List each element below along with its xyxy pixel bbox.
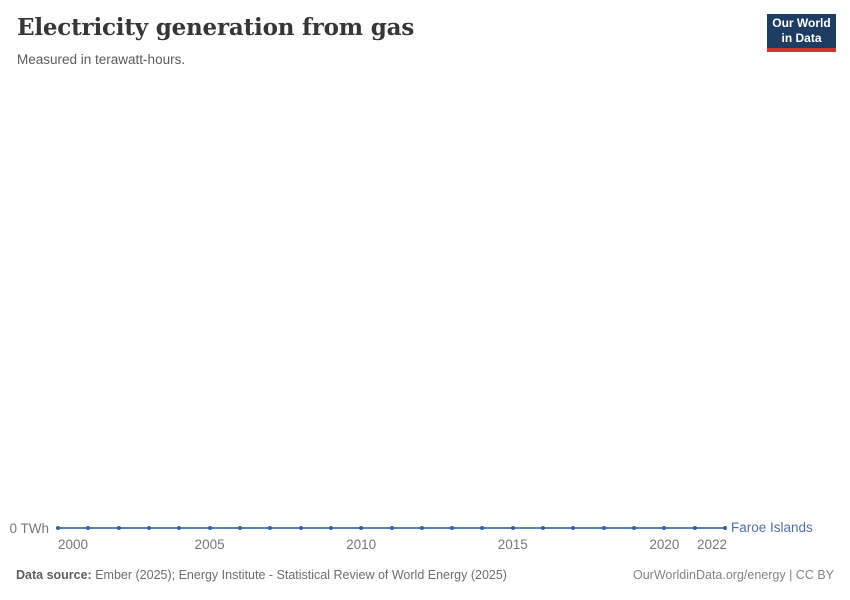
data-point-2007 [268, 526, 273, 530]
data-point-2008 [298, 526, 303, 530]
data-point-2013 [450, 526, 455, 530]
owid-logo[interactable]: Our World in Data [767, 14, 836, 52]
x-axis: 2000 2005 2010 2015 2020 2022 [0, 537, 850, 553]
entity-label-faroe-islands[interactable]: Faroe Islands [731, 520, 813, 535]
chart-footer: Data source: Ember (2025); Energy Instit… [16, 568, 834, 582]
owid-logo-line2: in Data [781, 31, 822, 45]
data-source-note: Data source: Ember (2025); Energy Instit… [16, 568, 507, 582]
data-point-2021 [692, 526, 697, 530]
x-tick-label-2010: 2010 [346, 537, 377, 552]
data-point-2012 [419, 526, 424, 530]
data-source-label: Data source: [16, 568, 92, 582]
data-point-2017 [571, 526, 576, 530]
data-point-2015 [510, 526, 515, 530]
data-point-2000 [56, 526, 60, 530]
x-tick-label-2000: 2000 [58, 537, 89, 552]
data-point-2019 [632, 526, 637, 530]
y-axis-tick-label: 0 TWh [9, 521, 49, 536]
x-tick-label-2015: 2015 [497, 537, 528, 552]
data-point-2003 [146, 526, 151, 530]
chart-subtitle: Measured in terawatt-hours. [17, 52, 186, 67]
data-point-2011 [389, 526, 394, 530]
chart-title: Electricity generation from gas [17, 14, 415, 41]
data-source-text: Ember (2025); Energy Institute - Statist… [91, 568, 507, 582]
x-tick-label-2005: 2005 [194, 537, 225, 552]
data-point-2014 [480, 526, 485, 530]
data-point-2016 [541, 526, 546, 530]
data-point-2001 [86, 526, 91, 530]
owid-logo-line1: Our World [772, 16, 831, 31]
data-point-2018 [601, 526, 606, 530]
x-tick-label-2020: 2020 [649, 537, 680, 552]
owid-link-license[interactable]: OurWorldinData.org/energy | CC BY [632, 568, 834, 582]
data-line-faroe-islands [56, 526, 727, 530]
data-point-2006 [237, 526, 242, 530]
data-point-2004 [177, 526, 182, 530]
data-point-2010 [359, 526, 364, 530]
data-point-2002 [116, 526, 121, 530]
data-point-2009 [328, 526, 333, 530]
data-point-2005 [207, 526, 212, 530]
data-point-2020 [662, 526, 667, 530]
data-point-2022 [723, 526, 727, 530]
x-tick-label-2022: 2022 [696, 537, 727, 552]
